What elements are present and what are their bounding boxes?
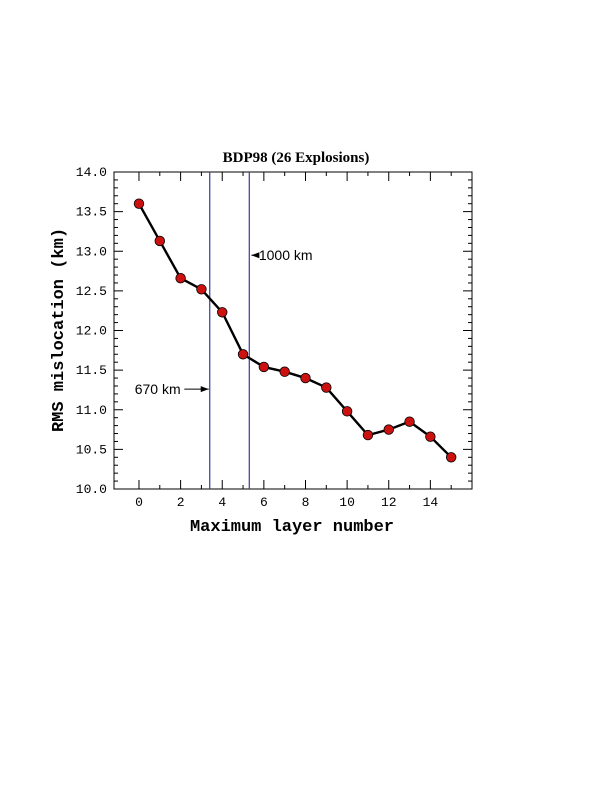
plot-frame xyxy=(113,171,473,490)
annotation-arrow-head xyxy=(200,386,209,393)
data-point xyxy=(300,372,311,384)
series-line xyxy=(137,203,453,459)
y-tick-label: 12.5 xyxy=(76,284,107,299)
data-point xyxy=(175,272,186,284)
y-tick-label: 10.5 xyxy=(76,442,107,457)
y-axis-label: RMS mislocation (km) xyxy=(50,228,69,432)
axis-ticks: 10.0 10.5 11.0 11.5 12.0 12.5 13.0 13.5 14.0 0 2 4 6… xyxy=(76,165,472,510)
data-point xyxy=(445,452,457,463)
data-point xyxy=(258,361,270,373)
data-point xyxy=(133,198,145,209)
data-point xyxy=(237,349,249,360)
x-tick-label: 10 xyxy=(339,495,355,510)
y-tick-label: 13.0 xyxy=(76,244,107,259)
data-point xyxy=(362,429,374,441)
x-tick-label: 6 xyxy=(260,495,268,510)
x-axis-label: Maximum layer number xyxy=(190,518,394,537)
data-point xyxy=(279,366,290,377)
data-point xyxy=(425,431,436,442)
data-point xyxy=(404,416,415,427)
x-tick-label: 2 xyxy=(177,495,185,510)
data-point xyxy=(154,235,165,247)
annotations: 670 km 1000 km xyxy=(135,247,313,397)
annotation-arrow-head xyxy=(251,252,260,259)
data-point xyxy=(196,284,207,295)
data-point xyxy=(341,406,353,417)
y-tick-label: 11.0 xyxy=(76,403,107,418)
data-series xyxy=(133,198,457,463)
y-tick-label: 11.5 xyxy=(76,363,107,378)
y-tick-label: 13.5 xyxy=(76,205,107,220)
x-tick-label: 12 xyxy=(381,495,397,510)
x-tick-label: 8 xyxy=(302,495,310,510)
x-tick-label: 4 xyxy=(218,495,226,510)
data-point xyxy=(217,307,228,318)
x-tick-label: 0 xyxy=(135,495,143,510)
data-point xyxy=(383,424,394,435)
chart-title: BDP98 (26 Explosions) xyxy=(223,150,370,166)
y-tick-label: 10.0 xyxy=(76,482,107,497)
vertical-reference-lines xyxy=(209,172,250,489)
annotation-label: 670 km xyxy=(135,381,181,397)
data-point xyxy=(321,382,332,393)
y-tick-label: 14.0 xyxy=(76,165,107,180)
annotation-label: 1000 km xyxy=(259,247,313,263)
y-tick-label: 12.0 xyxy=(76,324,107,339)
x-tick-label: 14 xyxy=(423,495,439,510)
